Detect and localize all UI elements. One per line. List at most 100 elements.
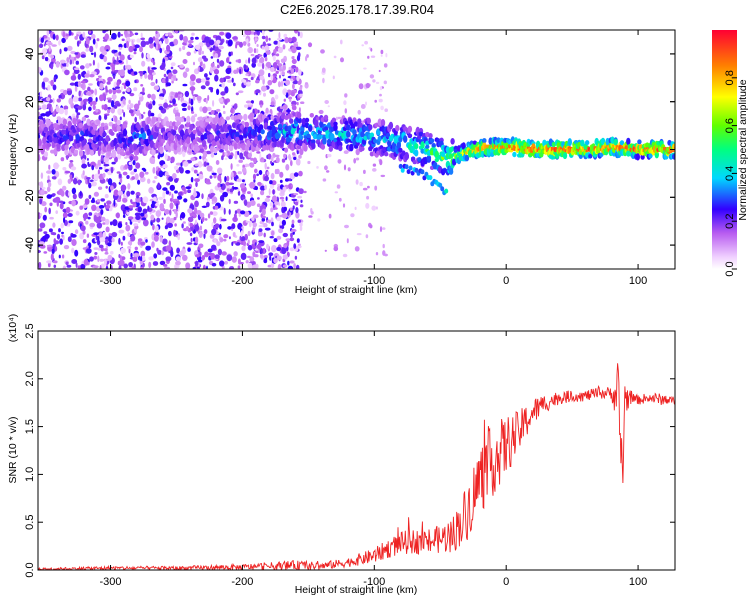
spectrogram-cell bbox=[71, 187, 77, 195]
spectrogram-cell bbox=[194, 163, 199, 167]
spectrogram-cell bbox=[279, 74, 281, 79]
spectrogram-cell bbox=[232, 241, 238, 244]
spectrogram-cell bbox=[245, 100, 252, 104]
spectrogram-cell bbox=[355, 157, 360, 161]
spectrogram-cell bbox=[425, 144, 430, 149]
spectrogram-cell bbox=[284, 37, 290, 44]
spectrogram-cell bbox=[90, 161, 96, 168]
spectrogram-cell bbox=[118, 173, 122, 178]
spectrogram-cell bbox=[270, 172, 275, 180]
spectrogram-cell bbox=[71, 247, 75, 254]
spectrogram-cell bbox=[139, 171, 145, 178]
spectrogram-cell bbox=[237, 171, 242, 175]
spectrogram-cell bbox=[147, 66, 150, 74]
spectrogram-cell bbox=[148, 187, 154, 194]
spectrogram-cell bbox=[622, 145, 624, 151]
spectrogram-cell bbox=[438, 182, 443, 188]
spectrogram-cell bbox=[241, 245, 246, 252]
spectrogram-cell bbox=[118, 136, 123, 144]
spectrogram-cell bbox=[60, 190, 65, 197]
spectrogram-cell bbox=[105, 266, 109, 269]
spectrogram-cell bbox=[119, 54, 125, 61]
spectrogram-cell bbox=[103, 55, 108, 63]
spectrogram-cell bbox=[273, 257, 278, 264]
spectrogram-cell bbox=[221, 251, 227, 256]
spectrogram-cell bbox=[38, 249, 41, 254]
y-tick-label: 2.5 bbox=[24, 323, 36, 338]
spectrogram-cell bbox=[299, 225, 303, 231]
spectrogram-cell bbox=[274, 94, 279, 100]
spectrogram-cell bbox=[418, 131, 424, 137]
spectrogram-cell bbox=[145, 145, 150, 152]
spectrogram-cell bbox=[126, 58, 128, 66]
spectrogram-cell bbox=[298, 69, 302, 76]
spectrogram-cell bbox=[40, 189, 45, 196]
spectrogram-cell bbox=[119, 151, 125, 156]
spectrogram-cell bbox=[292, 152, 296, 156]
spectrogram-cell bbox=[91, 34, 96, 39]
spectrogram-cell bbox=[263, 122, 269, 129]
spectrogram-cell bbox=[272, 55, 276, 61]
spectrogram-cell bbox=[213, 68, 220, 75]
spectrogram-cell bbox=[283, 244, 288, 248]
spectrogram-cell bbox=[285, 238, 290, 241]
spectrogram-cell bbox=[153, 253, 158, 259]
y-tick-label: 0 bbox=[24, 146, 36, 152]
spectrogram-cell bbox=[182, 150, 186, 158]
spectrogram-cell bbox=[199, 225, 203, 231]
spectrogram-cell bbox=[55, 60, 60, 68]
spectrogram-cell bbox=[283, 33, 288, 38]
spectrogram-cell bbox=[107, 254, 113, 261]
spectrogram-cell bbox=[107, 76, 113, 82]
spectrogram-cell bbox=[142, 196, 149, 204]
spectrogram-cell bbox=[243, 150, 249, 157]
spectrogram-cell bbox=[298, 133, 303, 140]
spectrogram-cell bbox=[237, 265, 241, 269]
spectrogram-cell bbox=[100, 216, 106, 222]
spectrogram-cell bbox=[281, 247, 287, 255]
spectrogram-cell bbox=[67, 121, 72, 127]
colorbar: 0.00.20.40.60.8 Normalized spectral ampl… bbox=[712, 30, 749, 277]
spectrogram-cell bbox=[152, 100, 156, 106]
spectrogram-cell bbox=[86, 233, 90, 238]
spectrogram-cell bbox=[128, 161, 133, 166]
spectrogram-cell bbox=[251, 57, 257, 64]
spectrogram-cell bbox=[122, 214, 126, 218]
spectrogram-cell bbox=[87, 161, 90, 166]
spectrogram-cell bbox=[155, 210, 161, 218]
spectrogram-cell bbox=[365, 82, 370, 89]
spectrogram-cell bbox=[374, 185, 378, 191]
spectrogram-cell bbox=[268, 129, 273, 138]
spectrogram-cell bbox=[277, 123, 283, 129]
spectrogram-cell bbox=[171, 80, 174, 84]
spectrogram-cell bbox=[163, 73, 167, 78]
spectrogram-cell bbox=[50, 79, 54, 87]
spectrogram-cell bbox=[127, 64, 132, 70]
spectrogram-cell bbox=[127, 232, 131, 237]
spectrogram-cell bbox=[385, 53, 388, 58]
spectrogram-cell bbox=[66, 88, 72, 91]
spectrogram-cell bbox=[127, 183, 131, 190]
spectrogram-cell bbox=[119, 195, 122, 200]
spectrogram-cell bbox=[116, 81, 120, 87]
spectrogram-cell bbox=[190, 213, 196, 217]
spectrogram-cell bbox=[99, 258, 104, 262]
spectrogram-cell bbox=[106, 200, 112, 205]
spectrogram-cell bbox=[87, 87, 91, 91]
spectrogram-cell bbox=[42, 214, 47, 221]
spectrogram-cell bbox=[398, 163, 403, 169]
spectrogram-cell bbox=[266, 198, 270, 201]
spectrogram-cell bbox=[59, 202, 64, 210]
spectrogram-cell bbox=[66, 264, 72, 268]
spectrogram-cell bbox=[91, 174, 95, 180]
spectrogram-cell bbox=[43, 151, 49, 158]
spectrogram-cell bbox=[327, 138, 332, 145]
spectrogram-cell bbox=[123, 30, 128, 36]
spectrogram-cell bbox=[482, 138, 487, 143]
spectrogram-cell bbox=[122, 98, 126, 105]
spectrogram-cell bbox=[50, 253, 54, 261]
colorbar-tick-label: 0.6 bbox=[724, 118, 736, 133]
spectrogram-cell bbox=[102, 222, 106, 225]
spectrogram-cell bbox=[381, 227, 386, 230]
spectrogram-cell bbox=[86, 158, 89, 161]
